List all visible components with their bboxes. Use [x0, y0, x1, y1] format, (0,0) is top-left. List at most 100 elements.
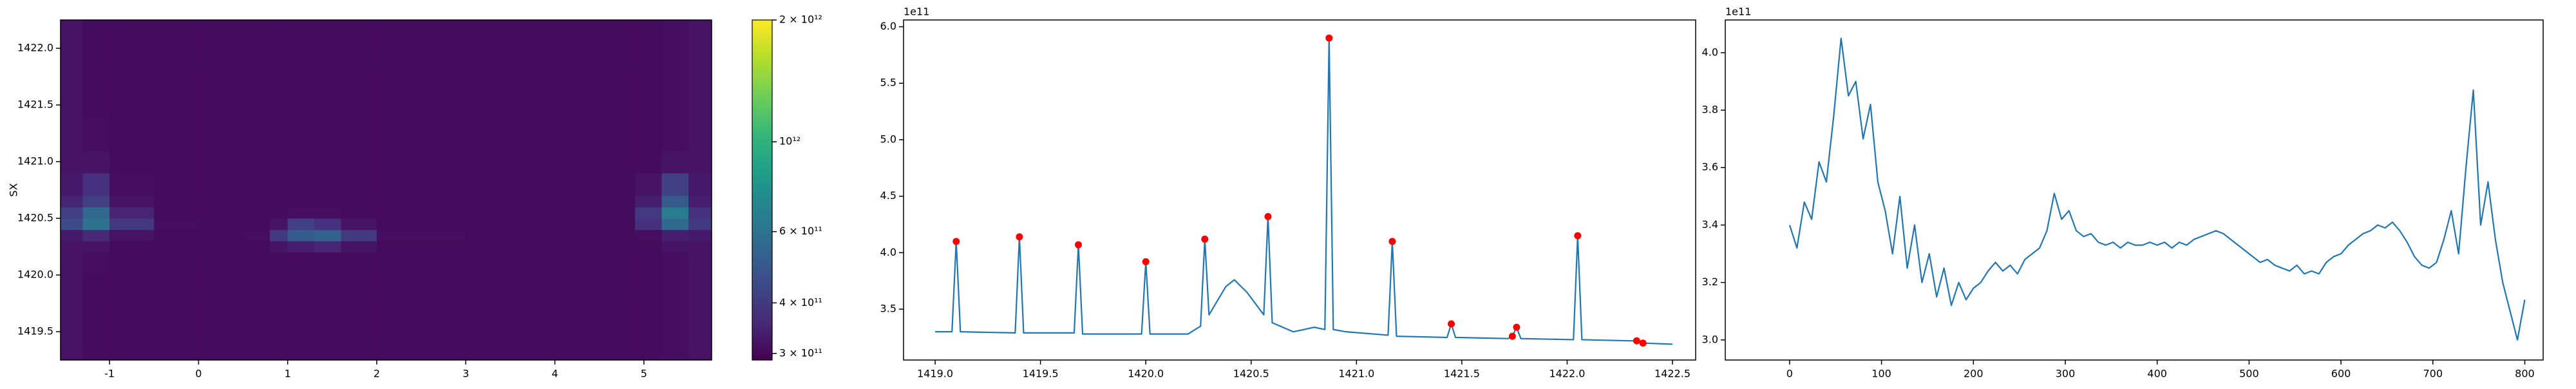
heatmap-cell: [270, 320, 289, 344]
heatmap-cell: [341, 150, 377, 174]
heatmap-cell: [198, 71, 244, 117]
heatmap-cell: [198, 218, 244, 231]
heatmap-cell: [82, 116, 110, 151]
heatmap-cell: [109, 298, 155, 321]
heatmap-cell: [688, 150, 712, 174]
y-tick-label: 3.4: [1702, 218, 1718, 231]
heatmap-cell: [314, 218, 342, 231]
colorbar-swatch: [752, 255, 772, 259]
heatmap-cell: [61, 150, 84, 174]
heatmap-cell: [287, 48, 315, 71]
heatmap-cell: [554, 20, 636, 49]
heatmap-cell: [635, 48, 663, 71]
heatmap-cell: [688, 20, 712, 49]
colorbar-swatch: [752, 337, 772, 341]
x-tick-label: 5: [641, 368, 647, 380]
heatmap-cell: [314, 207, 342, 219]
heatmap-cell: [154, 116, 199, 151]
heatmap-cell: [82, 173, 110, 196]
peak-marker: [1574, 232, 1582, 240]
colorbar-swatch: [752, 59, 772, 63]
colorbar-swatch: [752, 238, 772, 242]
heatmap: [61, 20, 712, 360]
colorbar-swatch: [752, 269, 772, 273]
x-tick-label: 1422.5: [1654, 368, 1690, 380]
heatmap-cell: [376, 252, 466, 276]
axes-frame: [60, 19, 712, 361]
heatmap-cell: [341, 229, 377, 242]
heatmap-cell: [466, 320, 556, 344]
x-tick-label: 400: [2147, 368, 2167, 380]
colorbar-swatch: [752, 122, 772, 126]
heatmap-cell: [243, 48, 270, 71]
colorbar-swatch: [752, 124, 772, 128]
heatmap-cell: [341, 71, 377, 117]
heatmap-cell: [688, 275, 712, 298]
heatmap-cell: [109, 229, 155, 242]
colorbar-swatch: [752, 235, 772, 239]
heatmap-cell: [270, 116, 289, 151]
colorbar-swatch: [752, 91, 772, 94]
heatmap-cell: [554, 229, 636, 242]
colorbar-swatch: [752, 31, 772, 35]
heatmap-cell: [82, 298, 110, 321]
peak-marker: [1513, 323, 1520, 331]
colorbar-swatch: [752, 144, 772, 148]
heatmap-cell: [198, 241, 244, 253]
colorbar-swatch: [752, 138, 772, 142]
colorbar-swatch: [752, 82, 772, 86]
heatmap-cell: [376, 116, 466, 151]
colorbar-swatch: [752, 102, 772, 106]
heatmap-cell: [198, 195, 244, 207]
heatmap-cell: [688, 195, 712, 207]
heatmap-cell: [82, 218, 110, 231]
colorbar-swatch: [752, 20, 772, 23]
heatmap-cell: [314, 173, 342, 196]
colorbar-swatch: [752, 354, 772, 358]
colorbar-tick-label: 6 × 10¹¹: [779, 225, 822, 237]
colorbar-swatch: [752, 272, 772, 276]
heatmap-cell: [270, 252, 289, 276]
heatmap-cell: [314, 298, 342, 321]
heatmap-cell: [287, 252, 315, 276]
heatmap-cell: [154, 320, 199, 344]
heatmap-cell: [314, 320, 342, 344]
peak-marker: [1142, 258, 1150, 265]
heatmap-cell: [688, 116, 712, 151]
heatmap-cell: [341, 207, 377, 219]
heatmap-cell: [61, 320, 84, 344]
heatmap-cell: [688, 320, 712, 344]
colorbar-swatch: [752, 187, 772, 191]
heatmap-cell: [243, 150, 270, 174]
heatmap-cell: [688, 298, 712, 321]
heatmap-cell: [243, 320, 270, 344]
colorbar-swatch: [752, 223, 772, 227]
heatmap-cell: [635, 298, 663, 321]
colorbar-swatch: [752, 249, 772, 253]
heatmap-cell: [61, 20, 84, 49]
colorbar-swatch: [752, 167, 772, 171]
y-offset-label: 1e11: [904, 6, 929, 18]
y-tick-label: 4.0: [880, 246, 896, 258]
y-tick-label: 3.8: [1702, 104, 1718, 116]
heatmap-cell: [109, 343, 155, 360]
heatmap-cell: [61, 207, 84, 219]
colorbar-swatch: [752, 221, 772, 225]
heatmap-cell: [466, 207, 556, 219]
peak-marker: [1201, 235, 1209, 243]
heatmap-cell: [243, 20, 270, 49]
heatmap-cell: [554, 275, 636, 298]
x-tick-label: 500: [2239, 368, 2259, 380]
colorbar-swatch: [752, 119, 772, 122]
peak-marker: [952, 238, 960, 245]
colorbar-swatch: [752, 53, 772, 57]
heatmap-cell: [154, 218, 199, 231]
heatmap-cell: [314, 343, 342, 360]
heatmap-cell: [270, 71, 289, 117]
heatmap-cell: [341, 320, 377, 344]
colorbar-swatch: [752, 198, 772, 202]
heatmap-cell: [314, 20, 342, 49]
heatmap-cell: [270, 343, 289, 360]
heatmap-cell: [109, 71, 155, 117]
heatmap-cell: [82, 48, 110, 71]
